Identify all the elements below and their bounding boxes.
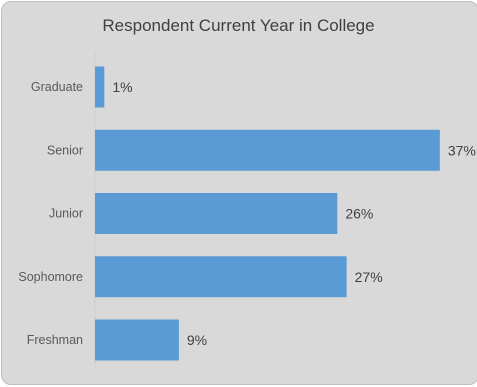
bar-freshman [95,319,179,361]
bar-sophomore [95,256,347,298]
value-label-sophomore: 27% [355,269,383,285]
bar-junior [95,193,338,234]
value-label-senior: 37% [448,142,476,158]
bar-senior [95,129,440,171]
category-label-senior: Senior [47,143,83,157]
chart-title: Respondent Current Year in College [102,16,375,35]
bar-graduate [95,66,105,108]
category-label-sophomore: Sophomore [18,270,83,284]
category-label-graduate: Graduate [31,80,83,94]
value-label-junior: 26% [345,206,373,222]
category-label-freshman: Freshman [27,333,83,347]
value-label-freshman: 9% [187,332,207,348]
value-label-graduate: 1% [112,79,132,95]
category-label-junior: Junior [49,207,83,221]
